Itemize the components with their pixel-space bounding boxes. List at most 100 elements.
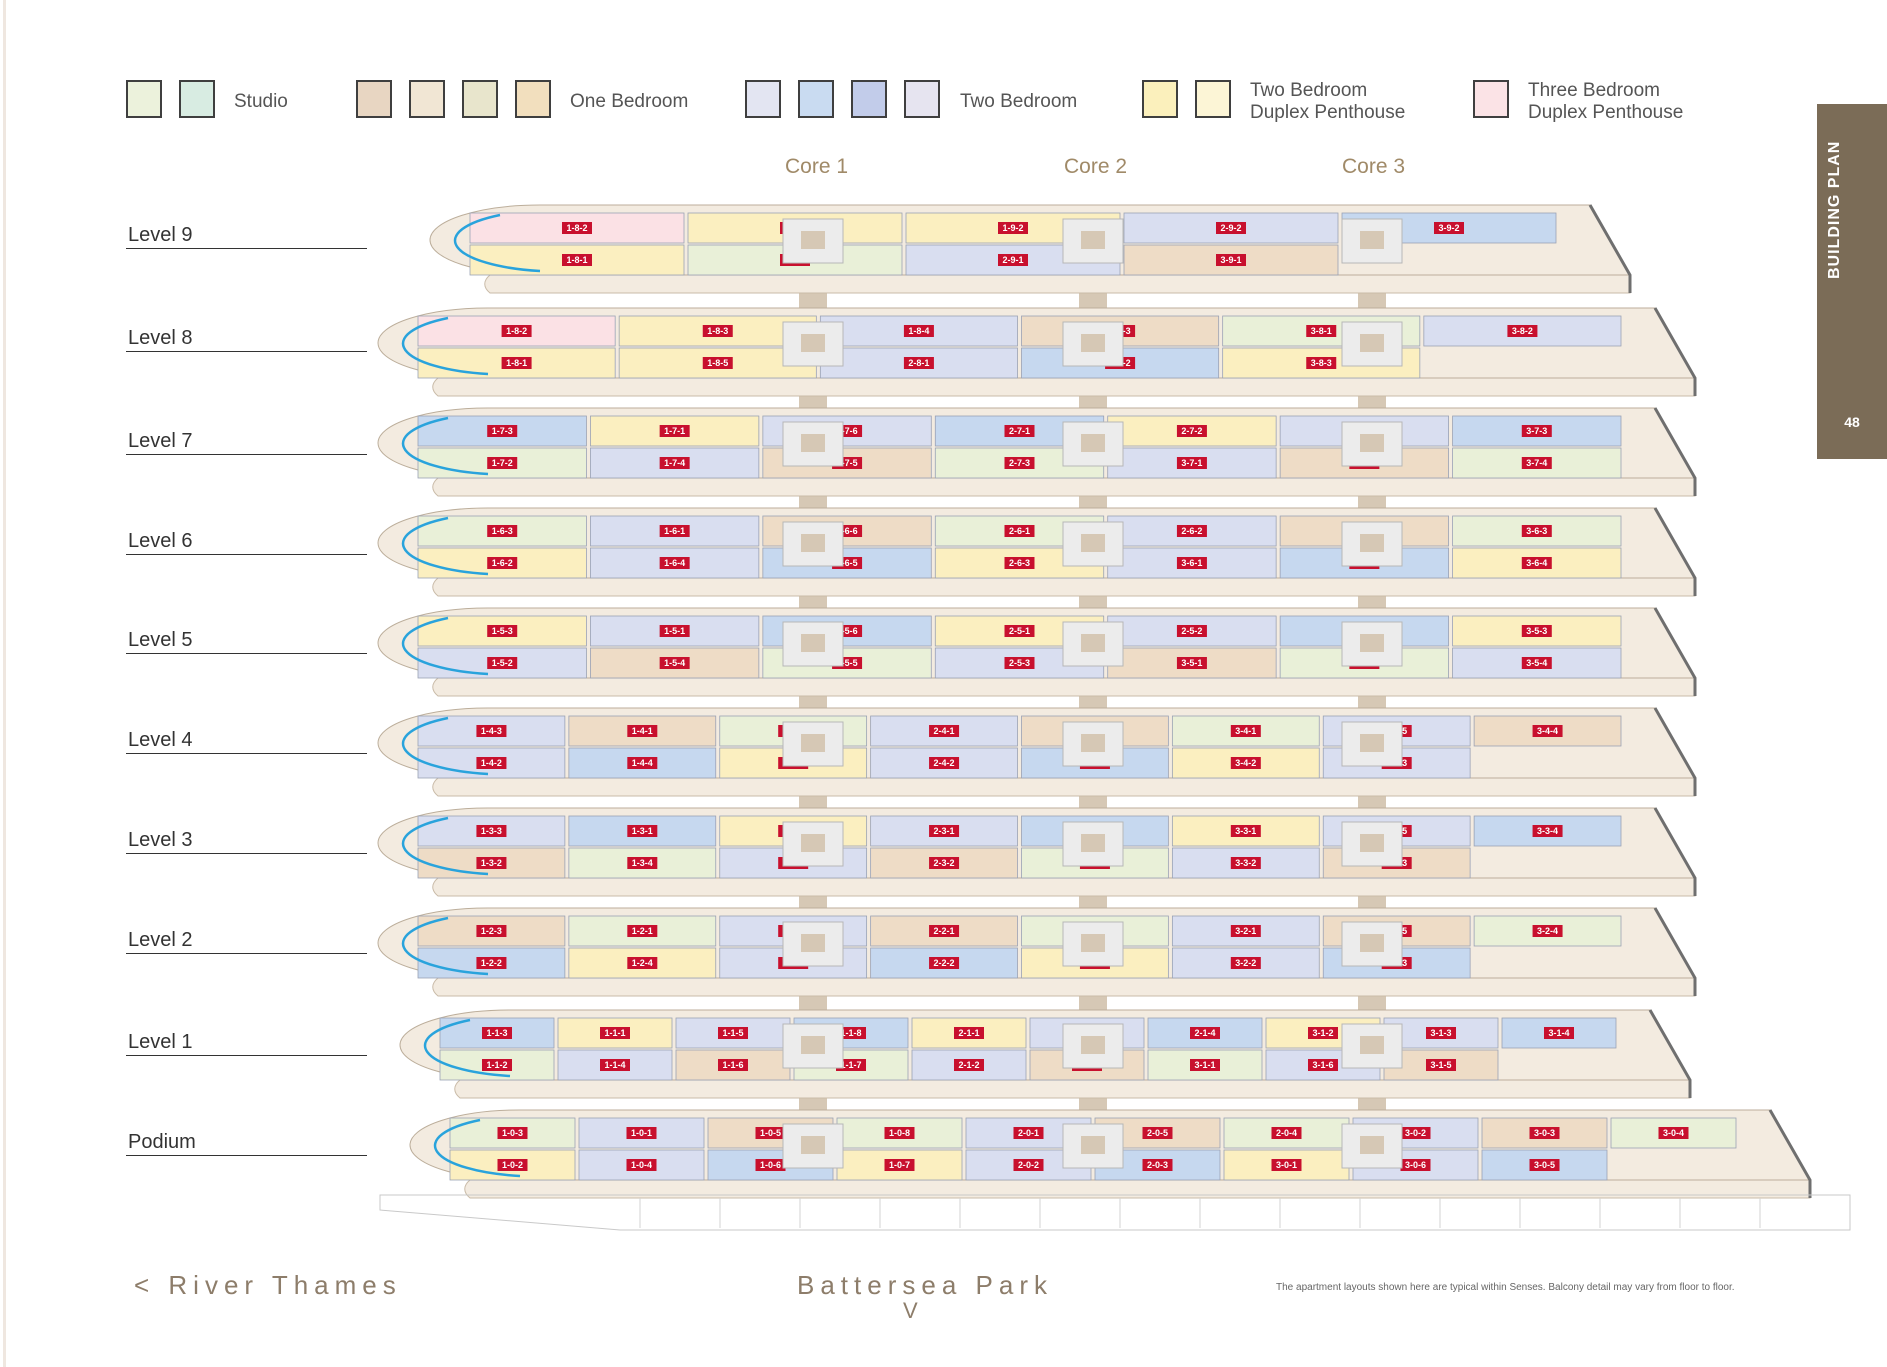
floor-9-slab [484,274,1631,294]
unit-tag-label: 3-4-2 [1235,758,1256,768]
footnote: The apartment layouts shown here are typ… [1276,1282,1735,1293]
unit-tag-label: 2-0-5 [1147,1128,1168,1138]
unit-tag [1400,1159,1431,1171]
unit-tag [1142,1159,1173,1171]
unit-tag [1507,325,1538,337]
unit-tag [501,325,532,337]
floor-5-edge [1653,607,1697,696]
floor-8-slab [432,377,1696,397]
unit-tag-label: 1-1-1 [604,1028,625,1038]
unit-tag-label: 1-1-4 [604,1060,625,1070]
unit-tag-label: 2-7-2 [1181,426,1202,436]
unit-tag-label: 1-6-2 [492,558,513,568]
unit-tag-label: 2-7-3 [1009,458,1030,468]
level-rule-7 [126,454,367,455]
unit-tag-label: 3-0-3 [1534,1128,1555,1138]
legend-label-two-bedroom: Two Bedroom [960,91,1078,112]
unit-tag [702,357,733,369]
unit-tag [482,1027,512,1039]
unit-tag-label: 1-5-2 [492,658,513,668]
unit-tag [929,757,960,769]
floor-6-core-3-lift [1360,534,1384,552]
floor-7-core-2-lift [1081,434,1105,452]
unit-tag [1216,254,1246,266]
level-label-6: Level 6 [128,530,193,552]
floor-2-glass-edge [401,916,489,976]
unit-tag [627,825,658,837]
unit-2-1-2 [911,1049,1027,1081]
unit-tag-label: 3-3-4 [1537,826,1558,836]
unit-tag-label: 1-0-7 [889,1160,910,1170]
floor-3-edge [1653,807,1697,896]
unit-tag [1190,1027,1220,1039]
unit-tag [487,657,518,669]
unit-tag-label: 1-7-6 [837,426,858,436]
unit-tag [954,1059,984,1071]
unit-tag-label: 3-1-4 [1548,1028,1569,1038]
legend-swatch-twobed-3 [851,80,887,118]
unit-tag-label: 1-8-2 [566,223,587,233]
unit-tag-label: 1-0-2 [502,1160,523,1170]
unit-tag [627,957,658,969]
unit-tag [702,325,733,337]
unit-tag-label: 1-1-2 [486,1060,507,1070]
unit-tag-label: 1-3-4 [632,858,653,868]
unit-tag [659,625,690,637]
unit-tag [755,1127,786,1139]
unit-tag-label: 1-1-8 [840,1028,861,1038]
unit-tag-label: 1-3-1 [632,826,653,836]
unit-tag [497,1159,528,1171]
floor-9-glass-edge [453,213,541,273]
unit-tag-label: 3-7-3 [1526,426,1547,436]
unit-tag-label: 1-5-4 [664,658,685,668]
unit-tag-label: 2-1-2 [958,1060,979,1070]
floor-0-core-2-lift [1081,1136,1105,1154]
floor-6-edge [1653,507,1697,596]
unit-tag-label: 1-8-5 [707,358,728,368]
unit-tag-label: 3-0-1 [1276,1160,1297,1170]
unit-tag [903,357,934,369]
floor-2-core-1-lift [801,934,825,952]
unit-tag [1216,222,1246,234]
unit-tag [1004,657,1035,669]
floor-5-glass-edge [401,616,489,676]
unit-tag [659,557,690,569]
floor-0-slab [464,1179,1811,1199]
unit-tag [482,1059,512,1071]
unit-tag [562,254,592,266]
unit-tag [1230,725,1261,737]
floor-4-core-3-lift [1360,734,1384,752]
floor-0-core-1-lift [801,1136,825,1154]
unit-tag-label: 1-3-3 [481,826,502,836]
unit-tag-label: 2-0-1 [1018,1128,1039,1138]
unit-tag [1521,657,1552,669]
unit-tag-label: 1-0-6 [760,1160,781,1170]
unit-tag-label: 3-6-4 [1526,558,1547,568]
unit-tag [718,1027,748,1039]
unit-tag-label: 2-5-2 [1181,626,1202,636]
level-label-4: Level 4 [128,729,193,751]
floor-2-edge [1653,907,1697,996]
unit-tag-label: 1-1-5 [722,1028,743,1038]
unit-tag [497,1127,528,1139]
unit-tag-label: 3-3-2 [1235,858,1256,868]
floor-3-glass-edge [401,816,489,876]
level-label-1: Level 1 [128,1031,193,1053]
unit-tag [1308,1027,1338,1039]
unit-tag [1658,1127,1689,1139]
unit-tag [600,1059,630,1071]
unit-tag-label: 3-0-2 [1405,1128,1426,1138]
unit-tag-label: 1-0-8 [889,1128,910,1138]
floor-0-edge [1768,1109,1812,1198]
unit-tag-label: 3-1-3 [1430,1028,1451,1038]
level-rule-5 [126,653,367,654]
floor-2-core-3-lift [1360,934,1384,952]
floor-2-slab [432,977,1696,997]
legend-label-three-bedroom-duplex: Three Bedroom Duplex Penthouse [1528,80,1684,123]
floor-9-core-1-lift [801,231,825,249]
unit-tag [929,957,960,969]
unit-tag-label: 2-4-1 [934,726,955,736]
unit-tag-label: 2-2-1 [934,926,955,936]
unit-tag-label: 1-8-3 [707,326,728,336]
